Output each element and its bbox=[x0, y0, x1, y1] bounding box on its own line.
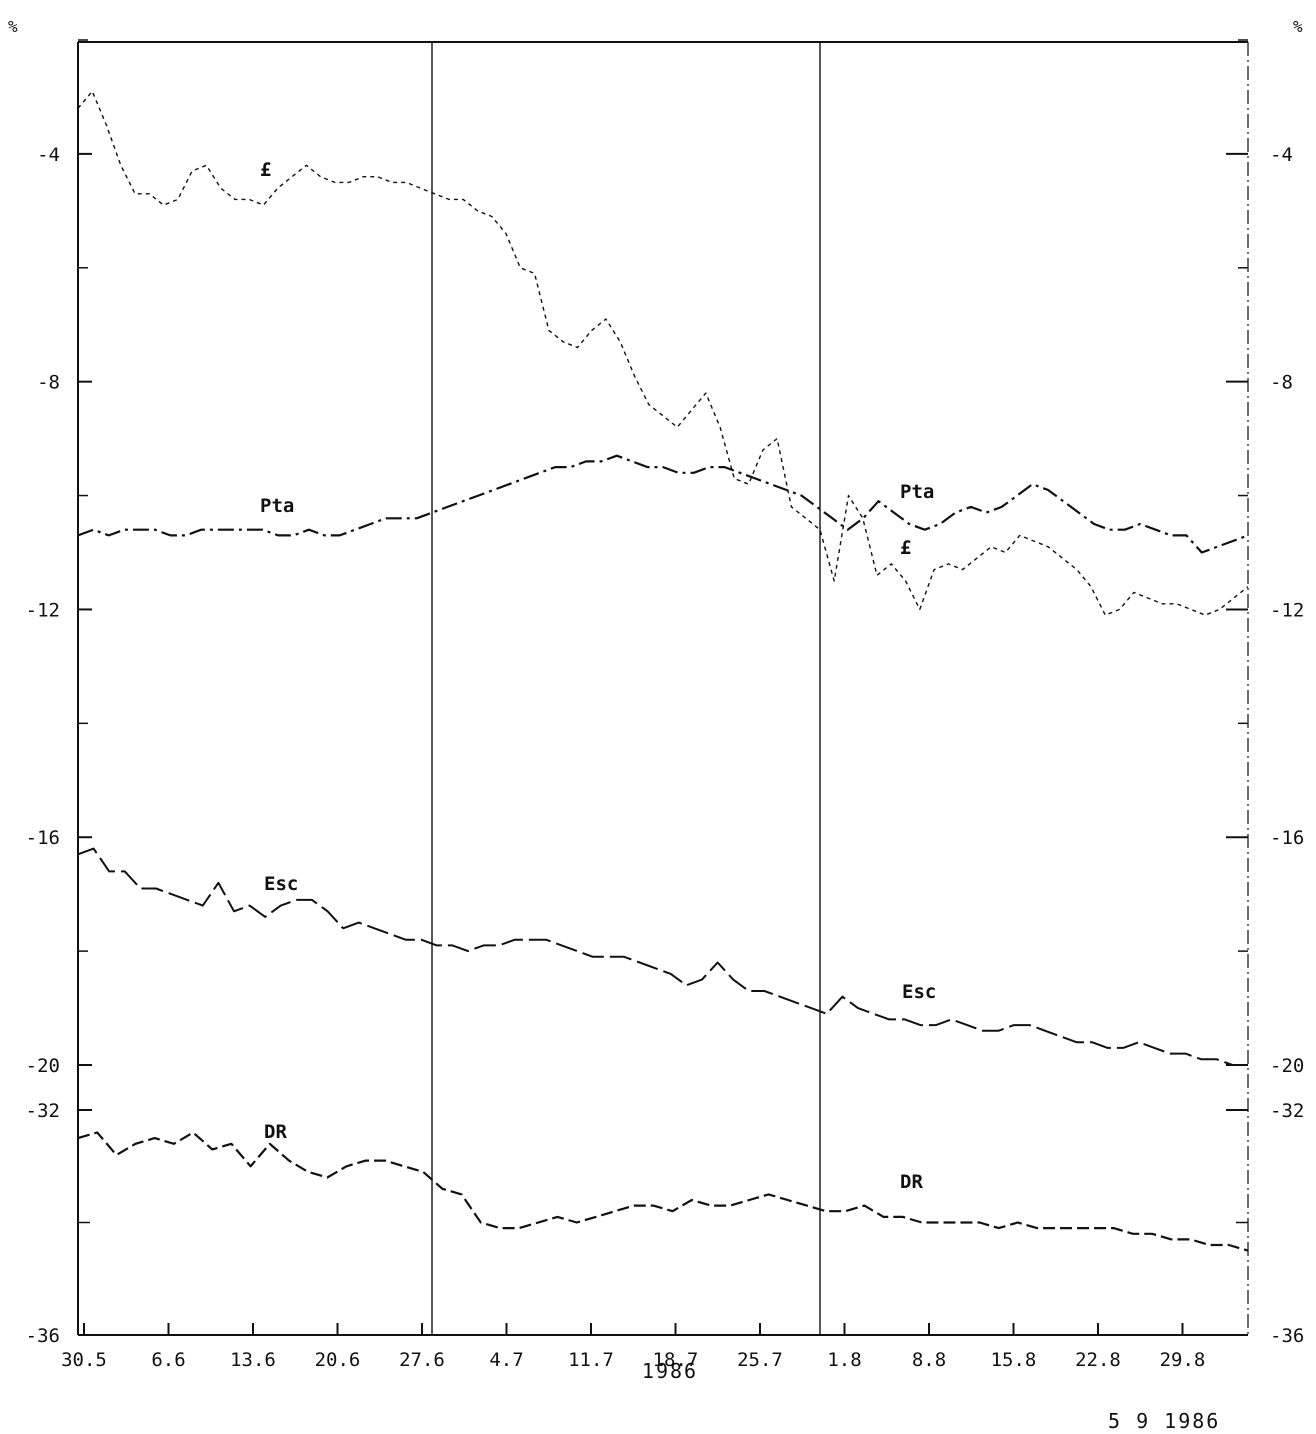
xtick-label-11: 15.8 bbox=[991, 1349, 1037, 1371]
series-label-esc-2: Esc bbox=[902, 981, 936, 1003]
series-label-dr-2: DR bbox=[900, 1171, 923, 1193]
y-axis-ticks: -4 -4 -8 -8 -12 -12 -16 -16 -20 -20 -32 -32 -36 -36 bbox=[26, 39, 1304, 1347]
series-dr-lower bbox=[77, 1131, 1249, 1252]
vertical-markers bbox=[431, 42, 821, 1335]
ytick-upper-4-right-label: -4 bbox=[1270, 144, 1293, 166]
xtick-label-10: 8.8 bbox=[912, 1349, 946, 1371]
x-axis-ticks: 30.5 6.6 13.6 20.6 27.6 4.7 11.7 18.7 25.7 1.8 8.8… bbox=[61, 1323, 1205, 1371]
series-label-esc-1: Esc bbox=[264, 873, 298, 895]
series-label-pta-1: Pta bbox=[260, 495, 294, 517]
xtick-label-4: 27.6 bbox=[399, 1349, 445, 1371]
ytick-upper-16-left-label: -16 bbox=[26, 827, 60, 849]
right-unit-label: % bbox=[1293, 17, 1303, 36]
series-pta-upper bbox=[77, 454, 1249, 554]
date-stamp: 5 9 1986 bbox=[1108, 1409, 1220, 1433]
series-esc-upper bbox=[77, 847, 1248, 1066]
xtick-label-1: 6.6 bbox=[151, 1349, 185, 1371]
xtick-label-0: 30.5 bbox=[61, 1349, 107, 1371]
ytick-lower-32-right-label: -32 bbox=[1270, 1100, 1304, 1122]
xtick-label-3: 20.6 bbox=[315, 1349, 361, 1371]
series-label-dr-1: DR bbox=[264, 1121, 287, 1143]
ytick-upper-12-left-label: -12 bbox=[26, 599, 60, 621]
xtick-label-13: 29.8 bbox=[1160, 1349, 1206, 1371]
series-gbp-upper bbox=[77, 90, 1249, 616]
ytick-upper-8-right-label: -8 bbox=[1270, 372, 1293, 394]
xtick-label-8: 25.7 bbox=[737, 1349, 783, 1371]
ytick-lower-36-left-label: -36 bbox=[26, 1325, 60, 1347]
series-labels: £ £ Pta Pta Esc Esc DR DR bbox=[260, 159, 936, 1193]
ytick-upper-12-right-label: -12 bbox=[1270, 599, 1304, 621]
xtick-label-2: 13.6 bbox=[230, 1349, 276, 1371]
ytick-upper-4-left-label: -4 bbox=[37, 144, 60, 166]
xtick-label-12: 22.8 bbox=[1075, 1349, 1121, 1371]
ytick-upper-20-right-label: -20 bbox=[1270, 1055, 1304, 1077]
plot-frame bbox=[77, 41, 1249, 1336]
ytick-lower-32-left-label: -32 bbox=[26, 1100, 60, 1122]
xtick-label-9: 1.8 bbox=[827, 1349, 861, 1371]
series-layer bbox=[77, 90, 1249, 1252]
ytick-lower-36-right-label: -36 bbox=[1270, 1325, 1304, 1347]
xtick-label-5: 4.7 bbox=[489, 1349, 523, 1371]
ytick-upper-8-left-label: -8 bbox=[37, 372, 60, 394]
series-label-gbp-1: £ bbox=[260, 159, 271, 181]
ytick-upper-16-right-label: -16 bbox=[1270, 827, 1304, 849]
xtick-label-6: 11.7 bbox=[568, 1349, 614, 1371]
x-axis-title: 1986 bbox=[642, 1359, 698, 1383]
ytick-upper-20-left-label: -20 bbox=[26, 1055, 60, 1077]
left-unit-label: % bbox=[8, 17, 18, 36]
series-label-pta-2: Pta bbox=[900, 481, 934, 503]
series-label-gbp-2: £ bbox=[900, 537, 911, 559]
xtick-label-7: 18.7 bbox=[653, 1349, 699, 1371]
